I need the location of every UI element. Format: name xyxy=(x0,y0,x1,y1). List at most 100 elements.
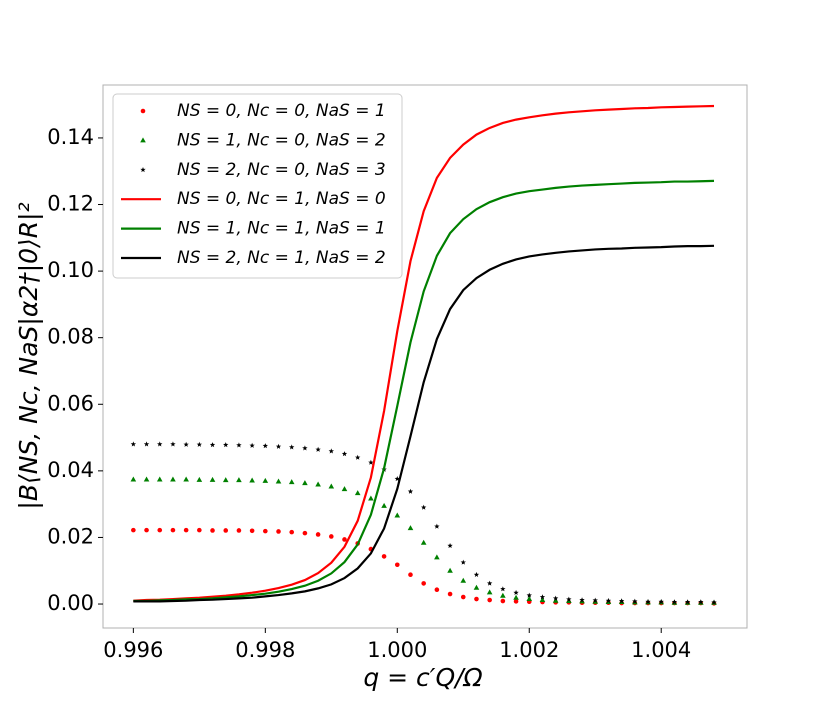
point xyxy=(592,597,598,603)
point xyxy=(236,528,242,533)
point xyxy=(157,527,163,533)
point xyxy=(210,528,215,533)
point xyxy=(223,442,229,448)
y-tick-label: 0.04 xyxy=(47,458,94,482)
x-axis-label: q = c′Q/Ω xyxy=(363,663,482,692)
legend-marker xyxy=(140,167,146,173)
point xyxy=(711,599,717,605)
y-axis-label: |B⟨NS, Nc, NaS|α2†|0⟩R|² xyxy=(14,202,43,509)
point xyxy=(276,529,281,534)
legend: NS = 0, Nc = 0, NaS = 1 NS = 1, Nc = 0, N… xyxy=(112,93,403,279)
y-tick-label: 0.08 xyxy=(47,325,94,349)
point xyxy=(513,599,519,604)
legend-label: NS = 1, Nc = 0, NaS = 2 xyxy=(177,130,386,150)
point xyxy=(170,441,176,447)
point xyxy=(143,476,150,482)
point xyxy=(131,527,136,533)
point xyxy=(209,476,216,482)
point xyxy=(249,528,255,534)
point xyxy=(420,539,427,545)
legend-label: NS = 2, Nc = 1, NaS = 2 xyxy=(177,248,386,268)
point xyxy=(262,443,268,449)
point xyxy=(209,442,216,448)
point xyxy=(223,528,229,533)
point xyxy=(487,580,493,586)
series-line xyxy=(133,244,715,603)
point xyxy=(447,591,453,597)
x-tick-label: 0.998 xyxy=(235,638,295,662)
point xyxy=(434,523,440,529)
point xyxy=(236,442,242,448)
legend-label: NS = 0, Nc = 0, NaS = 1 xyxy=(177,101,386,121)
point xyxy=(156,476,163,482)
point xyxy=(381,554,387,559)
point xyxy=(434,587,440,593)
x-tick-label: 1.004 xyxy=(631,638,691,662)
point xyxy=(354,490,361,496)
point xyxy=(275,443,282,449)
point xyxy=(632,598,638,604)
point xyxy=(394,512,401,518)
point xyxy=(434,554,440,560)
point xyxy=(460,559,466,565)
point xyxy=(526,596,533,602)
y-tick-label: 0.12 xyxy=(47,192,94,216)
point xyxy=(170,527,176,533)
point xyxy=(249,442,255,448)
point xyxy=(513,594,519,600)
series-line xyxy=(133,179,715,603)
point xyxy=(222,477,229,483)
point xyxy=(328,483,335,489)
point xyxy=(487,597,492,603)
point xyxy=(197,527,202,533)
point xyxy=(183,441,189,447)
legend-label: NS = 1, Nc = 1, NaS = 1 xyxy=(177,219,386,239)
point xyxy=(671,599,678,605)
y-tick-label: 0.02 xyxy=(47,524,94,548)
point xyxy=(236,477,242,483)
point xyxy=(539,597,546,603)
point xyxy=(183,527,189,533)
point xyxy=(249,477,255,483)
legend-marker xyxy=(140,108,146,114)
point xyxy=(315,532,321,537)
point xyxy=(130,441,137,447)
y-tick-label: 0.10 xyxy=(47,258,94,282)
point xyxy=(658,598,664,604)
point xyxy=(500,598,506,604)
x-tick-label: 0.996 xyxy=(103,638,163,662)
point xyxy=(698,599,704,605)
point xyxy=(302,530,308,536)
point xyxy=(328,448,334,454)
point xyxy=(473,571,480,577)
y-tick-label: 0.00 xyxy=(47,591,94,615)
x-tick-label: 1.002 xyxy=(499,638,559,662)
plot-area xyxy=(130,104,717,606)
series-line xyxy=(133,104,715,602)
point xyxy=(552,595,559,601)
point xyxy=(143,441,150,447)
point xyxy=(645,598,651,604)
point xyxy=(275,478,282,484)
x-tick-label: 1.000 xyxy=(367,638,427,662)
point xyxy=(355,454,361,460)
point xyxy=(368,495,374,501)
point xyxy=(170,476,176,482)
point xyxy=(302,445,308,451)
point xyxy=(315,481,321,487)
point xyxy=(500,586,506,592)
legend-label: NS = 0, Nc = 1, NaS = 0 xyxy=(177,189,386,209)
point xyxy=(684,599,691,605)
point xyxy=(473,584,480,590)
point xyxy=(183,476,189,482)
point xyxy=(421,581,426,586)
point xyxy=(460,594,466,600)
point xyxy=(196,441,202,447)
point xyxy=(341,486,348,492)
y-tick-label: 0.14 xyxy=(47,125,94,149)
point xyxy=(263,528,268,534)
point xyxy=(157,441,163,447)
point xyxy=(552,597,559,603)
plot-frame xyxy=(102,84,748,629)
